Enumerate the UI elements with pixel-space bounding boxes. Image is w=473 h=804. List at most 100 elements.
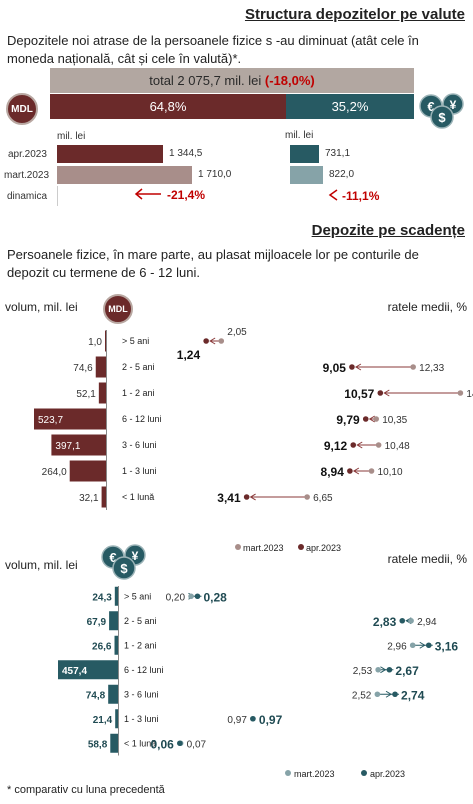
currency-coins-icon: € ¥ $ [419, 93, 464, 129]
rate-label-mart: 2,05 [227, 328, 247, 338]
legend-apr-dot-1 [298, 544, 304, 550]
category-label: > 5 ani [124, 591, 151, 601]
rate-dot-apr [250, 715, 256, 722]
volume-label: 264,0 [42, 467, 67, 478]
rate-label-apr: 3,16 [435, 639, 459, 653]
total-label: total 2 075,7 mil. lei [149, 73, 262, 88]
rate-dot-mart [409, 642, 416, 649]
rate-label-mart: 14,86 [466, 389, 473, 400]
fx-rates-label: ratele medii, % [387, 552, 467, 566]
rate-label-apr: 2,67 [395, 664, 419, 678]
rate-dot-apr [350, 442, 357, 448]
category-label: 6 - 12 luni [124, 665, 164, 675]
rate-dot-mart [304, 494, 310, 500]
category-label: 2 - 5 ani [122, 362, 155, 372]
mdl-share-label: 64,8% [149, 99, 187, 114]
rate-label-mart: 2,52 [352, 690, 372, 701]
category-label: 1 - 3 luni [122, 466, 157, 476]
legend-apr-1: apr.2023 [306, 543, 342, 553]
volume-bar [114, 635, 118, 655]
fx-volume-label: volum, mil. lei [5, 558, 78, 572]
change-arrowhead [368, 415, 376, 423]
fx-apr-value: 731,1 [325, 148, 351, 159]
row-label-apr: apr.2023 [8, 149, 47, 160]
section1-title: Structura depozitelor pe valute [244, 6, 465, 23]
volume-label: 74,6 [73, 363, 93, 374]
rate-label-mart: 0,20 [166, 592, 186, 603]
rate-label-apr: 10,57 [344, 387, 374, 401]
mdl-mart-value: 1 710,0 [198, 169, 232, 180]
rate-label-apr: 9,12 [324, 439, 348, 453]
legend-mart-2: mart.2023 [294, 769, 335, 779]
mdl-apr-bar [57, 145, 163, 163]
legend-mart-1: mart.2023 [243, 543, 284, 553]
volume-bar [114, 586, 118, 606]
fx-mart-value: 822,0 [329, 169, 355, 180]
rate-dot-mart [408, 617, 414, 624]
fx-mart-bar [290, 166, 323, 184]
rate-dot-mart [375, 442, 382, 448]
rate-label-apr: 9,05 [323, 361, 347, 375]
volume-label: 21,4 [93, 715, 113, 726]
category-label: 2 - 5 ani [124, 616, 157, 626]
rate-label-apr: 1,24 [177, 348, 201, 362]
volume-bar [51, 434, 106, 456]
volume-label: 58,8 [88, 739, 108, 750]
rate-label-mart: 2,94 [417, 617, 437, 628]
mdl-apr-value: 1 344,5 [169, 148, 203, 159]
rate-label-mart: 0,07 [187, 739, 207, 750]
mdl-maturity-chart: 1,0 > 5 ani 1,24 2,05 74,6 2 - 5 ani 9,05 12,33… [34, 328, 473, 510]
volume-label: 24,3 [92, 592, 112, 603]
category-label: 1 - 2 ani [124, 640, 157, 650]
volume-bar [101, 486, 106, 508]
volume-bar [105, 330, 106, 352]
rate-dot-apr [386, 666, 393, 673]
total-change: (-18,0%) [264, 73, 315, 88]
category-label: < 1 lună [124, 738, 156, 748]
rate-label-apr: 2,74 [401, 688, 425, 702]
category-label: < 1 lună [122, 492, 154, 502]
fx-maturity-chart: 24,3 > 5 ani 0,28 0,20 67,9 2 - 5 ani 2,83 2,94… [58, 586, 459, 756]
category-label: 1 - 3 luni [124, 714, 159, 724]
change-arrowhead [383, 389, 390, 397]
volume-bar [69, 460, 106, 482]
svg-text:¥: ¥ [450, 98, 457, 112]
change-arrowhead [419, 641, 426, 649]
change-arrowhead [354, 363, 362, 371]
change-arrowhead [209, 337, 216, 345]
volume-label: 1,0 [88, 337, 102, 348]
fx-share-label: 35,2% [331, 99, 369, 114]
mdl-dynamic-value: -21,4% [167, 188, 206, 202]
rate-label-mart: 12,33 [419, 363, 444, 374]
mdl-mart-bar [57, 166, 192, 184]
rate-dot-mart [188, 593, 194, 600]
fx-unit-label: mil. lei [285, 130, 314, 141]
rate-dot-mart [410, 364, 416, 370]
rate-label-mart: 10,10 [378, 467, 403, 478]
rate-dot-apr [349, 364, 355, 370]
category-label: 1 - 2 ani [122, 388, 155, 398]
category-label: 3 - 6 luni [122, 440, 157, 450]
rate-dot-mart [457, 390, 464, 396]
currency-coins-icon-2: € ¥ $ [101, 544, 146, 580]
rate-dot-apr [243, 494, 250, 500]
rate-label-apr: 9,79 [336, 413, 360, 427]
rate-dot-mart [218, 338, 225, 344]
volume-label: 397,1 [55, 441, 80, 452]
volume-bar [108, 684, 118, 704]
rate-dot-apr [347, 468, 353, 474]
rate-label-apr: 0,97 [259, 713, 283, 727]
legend-mart-dot-2 [285, 770, 291, 776]
mdl-badge-2-label: MDL [108, 304, 128, 314]
category-label: 6 - 12 luni [122, 414, 162, 424]
rate-dot-apr [203, 338, 209, 344]
category-label: 3 - 6 luni [124, 689, 159, 699]
footnote: * comparativ cu luna precedentă [7, 784, 165, 796]
rate-label-mart: 0,97 [227, 715, 247, 726]
legend-apr-dot-2 [361, 770, 367, 776]
mdl-badge-label: MDL [11, 103, 33, 115]
rate-dot-mart [375, 666, 381, 673]
rate-label-mart: 2,53 [353, 666, 373, 677]
row-label-mart: mart.2023 [4, 170, 50, 181]
change-arrowhead [352, 467, 360, 475]
